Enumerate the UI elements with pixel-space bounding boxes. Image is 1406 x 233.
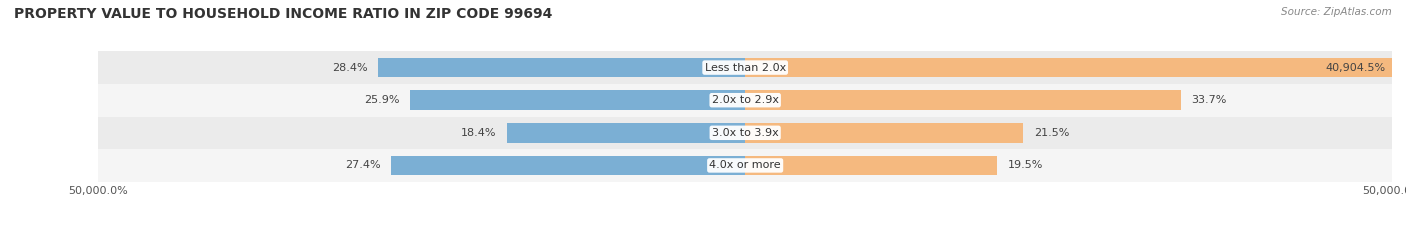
Text: 40,904.5%: 40,904.5% bbox=[1326, 63, 1385, 72]
Bar bbox=[98, 84, 1392, 116]
Text: 2.0x to 2.9x: 2.0x to 2.9x bbox=[711, 95, 779, 105]
Text: 28.4%: 28.4% bbox=[332, 63, 367, 72]
Text: 33.7%: 33.7% bbox=[1191, 95, 1227, 105]
Bar bbox=[745, 90, 1181, 110]
Text: 25.9%: 25.9% bbox=[364, 95, 399, 105]
Bar bbox=[391, 156, 745, 175]
Bar bbox=[378, 58, 745, 77]
Text: 27.4%: 27.4% bbox=[344, 161, 381, 170]
Bar bbox=[745, 123, 1024, 143]
Text: Less than 2.0x: Less than 2.0x bbox=[704, 63, 786, 72]
Text: 4.0x or more: 4.0x or more bbox=[710, 161, 780, 170]
Bar bbox=[98, 51, 1392, 84]
Bar bbox=[98, 149, 1392, 182]
Bar bbox=[745, 156, 997, 175]
Bar bbox=[98, 116, 1392, 149]
Text: 21.5%: 21.5% bbox=[1033, 128, 1069, 138]
Text: Source: ZipAtlas.com: Source: ZipAtlas.com bbox=[1281, 7, 1392, 17]
Bar bbox=[411, 90, 745, 110]
Text: PROPERTY VALUE TO HOUSEHOLD INCOME RATIO IN ZIP CODE 99694: PROPERTY VALUE TO HOUSEHOLD INCOME RATIO… bbox=[14, 7, 553, 21]
Text: 18.4%: 18.4% bbox=[461, 128, 496, 138]
Text: 19.5%: 19.5% bbox=[1008, 161, 1043, 170]
Text: 3.0x to 3.9x: 3.0x to 3.9x bbox=[711, 128, 779, 138]
Bar bbox=[508, 123, 745, 143]
Bar bbox=[745, 58, 1392, 77]
